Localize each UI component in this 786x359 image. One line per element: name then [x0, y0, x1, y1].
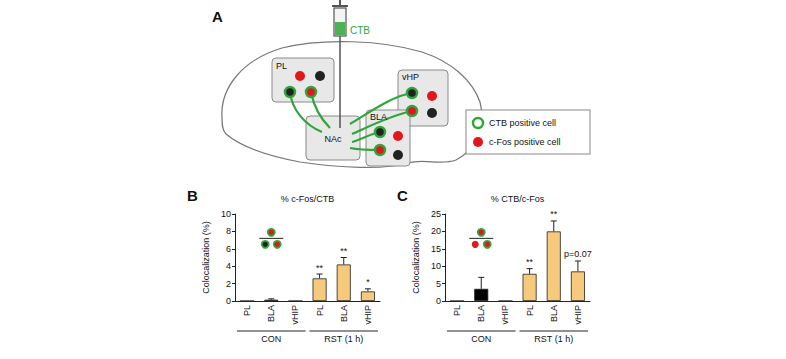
svg-text:**: **: [526, 257, 534, 267]
svg-text:vHIP: vHIP: [363, 305, 373, 325]
svg-text:0: 0: [436, 296, 441, 306]
svg-text:A: A: [212, 8, 223, 25]
svg-text:RST (1 h): RST (1 h): [324, 334, 363, 344]
svg-text:CTB positive cell: CTB positive cell: [489, 118, 556, 128]
svg-text:% CTB/c-Fos: % CTB/c-Fos: [491, 194, 545, 204]
svg-text:vHIP: vHIP: [573, 305, 583, 325]
svg-text:Colocalization (%): Colocalization (%): [201, 221, 211, 294]
svg-text:CTB: CTB: [350, 25, 370, 36]
svg-text:c-Fos positive cell: c-Fos positive cell: [489, 137, 561, 147]
svg-text:CON: CON: [261, 334, 281, 344]
svg-text:4: 4: [226, 261, 231, 271]
svg-text:**: **: [316, 263, 324, 273]
svg-text:vHIP: vHIP: [500, 305, 510, 325]
svg-text:NAc: NAc: [324, 134, 342, 144]
svg-text:PL: PL: [276, 61, 287, 71]
svg-text:Colocalization (%): Colocalization (%): [411, 221, 421, 294]
svg-text:**: **: [340, 246, 348, 256]
svg-text:% c-Fos/CTB: % c-Fos/CTB: [281, 194, 335, 204]
svg-text:20: 20: [431, 226, 441, 236]
svg-text:B: B: [187, 188, 198, 204]
svg-text:BLA: BLA: [266, 305, 276, 322]
svg-text:10: 10: [221, 209, 231, 219]
svg-text:PL: PL: [525, 305, 535, 316]
svg-text:0: 0: [226, 296, 231, 306]
svg-text:vHP: vHP: [402, 72, 419, 82]
svg-text:PL: PL: [452, 305, 462, 316]
svg-text:BLA: BLA: [476, 305, 486, 322]
svg-text:p=0.07: p=0.07: [564, 249, 592, 259]
svg-text:*: *: [366, 277, 370, 287]
svg-text:**: **: [550, 209, 558, 219]
svg-text:BLA: BLA: [549, 305, 559, 322]
svg-text:vHIP: vHIP: [290, 305, 300, 325]
svg-text:C: C: [397, 188, 408, 204]
svg-text:8: 8: [226, 226, 231, 236]
svg-text:10: 10: [431, 261, 441, 271]
svg-text:25: 25: [431, 209, 441, 219]
svg-text:BLA: BLA: [339, 305, 349, 322]
svg-text:5: 5: [436, 279, 441, 289]
svg-text:BLA: BLA: [370, 112, 387, 122]
svg-text:RST (1 h): RST (1 h): [534, 334, 573, 344]
svg-text:2: 2: [226, 279, 231, 289]
svg-text:PL: PL: [242, 305, 252, 316]
svg-text:PL: PL: [315, 305, 325, 316]
svg-text:CON: CON: [471, 334, 491, 344]
svg-text:15: 15: [431, 244, 441, 254]
svg-text:6: 6: [226, 244, 231, 254]
